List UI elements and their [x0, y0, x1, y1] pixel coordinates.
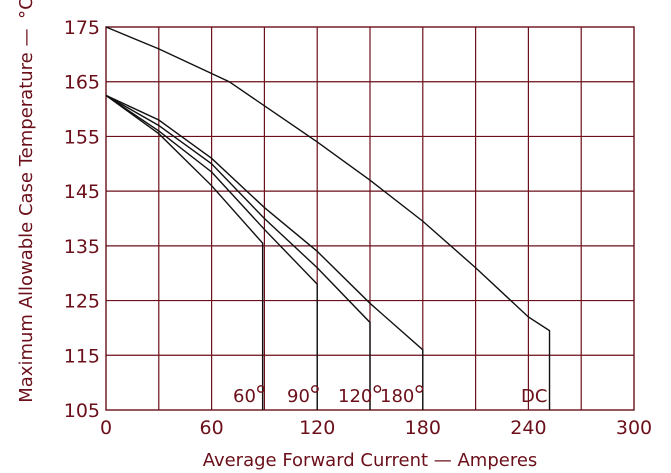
y-tick-label: 115: [64, 345, 100, 367]
y-tick-label: 175: [64, 17, 100, 39]
y-tick-label: 105: [64, 400, 100, 422]
x-tick-labels: 0 60 120 180 240 300: [100, 417, 652, 439]
x-axis-title: Average Forward Current — Amperes: [203, 450, 538, 471]
degree-symbol: [373, 385, 382, 393]
y-tick-label: 135: [64, 236, 100, 258]
grid: [106, 27, 634, 410]
annotation-label: DC: [521, 386, 547, 407]
y-tick-label: 155: [64, 126, 100, 148]
degree-symbol: [415, 385, 424, 393]
annotation-60: 60: [233, 385, 265, 407]
series-line-180-deg: [105, 94, 424, 410]
y-tick-labels: 105 115 125 135 145 155 165 175: [64, 17, 100, 422]
y-tick-label: 145: [64, 181, 100, 203]
annotation-180: 180: [380, 385, 424, 407]
x-tick-label: 0: [100, 417, 112, 439]
series-line-90-deg: [105, 94, 318, 410]
y-axis-title-text: Maximum Allowable Case Temperature —: [16, 29, 37, 403]
annotation-120: 120: [338, 385, 382, 407]
series-line-60-deg: [105, 94, 264, 410]
degree-symbol: [311, 385, 319, 393]
x-tick-label: 60: [200, 417, 224, 439]
annotation-dc: DC: [521, 386, 547, 407]
series-annotations: 60 90 120 180 DC: [233, 385, 547, 407]
annotation-label: 90: [287, 386, 310, 407]
y-axis-title: Maximum Allowable Case Temperature — °C: [16, 0, 37, 403]
series-line-120-deg: [105, 94, 371, 410]
annotation-label: 180: [380, 386, 414, 407]
annotation-label: 120: [338, 386, 372, 407]
annotation-90: 90: [287, 385, 319, 407]
series-line-dc: [105, 26, 551, 410]
y-axis-title-group: Maximum Allowable Case Temperature — °C: [16, 0, 37, 403]
annotation-label: 60: [233, 386, 256, 407]
degree-symbol: [257, 385, 265, 393]
x-tick-label: 300: [616, 417, 652, 439]
x-tick-label: 240: [510, 417, 546, 439]
series-group: [105, 26, 551, 410]
y-tick-label: 165: [64, 72, 100, 94]
y-axis-unit: °C: [16, 0, 37, 19]
x-tick-label: 180: [405, 417, 441, 439]
y-tick-label: 125: [64, 291, 100, 313]
x-tick-label: 120: [299, 417, 335, 439]
